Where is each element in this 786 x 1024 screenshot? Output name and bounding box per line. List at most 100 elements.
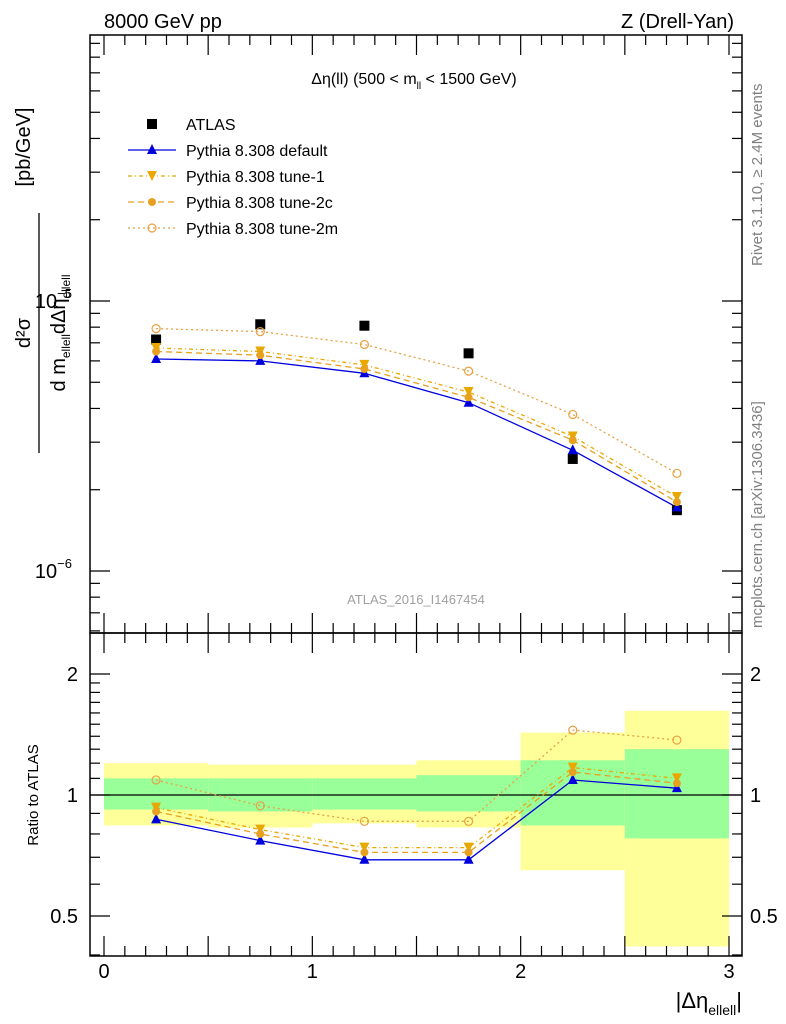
- ylabel-unit: [pb/GeV]: [13, 108, 35, 187]
- series-4-ratio-point: [672, 735, 682, 745]
- series-3-ratio-point: [672, 779, 681, 788]
- ratio-ytick-label: 1: [67, 785, 78, 807]
- band-green: [312, 778, 417, 810]
- legend-marker: [147, 119, 157, 129]
- xlabel: |Δηellell|: [676, 988, 742, 1018]
- series-3-point: [464, 393, 473, 402]
- series-3-point: [152, 347, 161, 356]
- legend-entry: Pythia 8.308 tune-1: [128, 169, 325, 186]
- series-3-point: [672, 498, 681, 507]
- legend-label: Pythia 8.308 tune-2m: [186, 221, 338, 238]
- main-axis-ticks: 10−5 10−6: [35, 35, 742, 633]
- series-3-point: [256, 351, 265, 360]
- series-4-point: [672, 468, 682, 478]
- series-4-point: [359, 339, 370, 350]
- legend-marker: [147, 171, 157, 181]
- series-1-ratio-line: [155, 779, 677, 861]
- series-2-ratio-line: [155, 766, 677, 849]
- atlas-data-point: [255, 319, 266, 330]
- series-4-point: [255, 327, 265, 337]
- atlas-data-point: [359, 320, 370, 331]
- series-4-point: [568, 409, 578, 420]
- main-series: [156, 327, 678, 508]
- legend-marker: [147, 223, 157, 233]
- legend-label: ATLAS: [186, 117, 236, 134]
- series-4-line: [156, 327, 678, 474]
- band-green: [624, 749, 729, 839]
- series-3-ratio-point: [464, 848, 473, 857]
- series-2-ratio-point: [359, 842, 370, 853]
- series-3-line: [156, 350, 678, 503]
- ratio-series: [151, 725, 682, 864]
- main-markers: [151, 319, 682, 516]
- legend: ATLAS Pythia 8.308 default Pythia 8.308 tu…: [128, 117, 338, 238]
- legend-entry: Pythia 8.308 default: [128, 143, 328, 160]
- series-2-point: [359, 359, 370, 370]
- analysis-watermark: ATLAS_2016_I1467454: [347, 592, 485, 607]
- ratio-bands: [104, 710, 729, 947]
- series-4-point: [151, 324, 161, 334]
- ratio-ytick-label-right: 0.5: [750, 906, 778, 928]
- series-1-point: [463, 396, 474, 407]
- xtick-label: 0: [98, 961, 109, 983]
- series-1-ratio-point: [463, 853, 474, 864]
- series-2-ratio-point: [255, 824, 266, 835]
- rivet-label: Rivet 3.1.10, ≥ 2.4M events: [749, 84, 766, 267]
- ytick-label: 10−5: [35, 286, 72, 313]
- series-3-ratio-point: [256, 829, 265, 838]
- legend-marker: [148, 198, 156, 206]
- xtick-label: 3: [723, 961, 734, 983]
- series-2-point: [671, 491, 682, 502]
- series-1-point: [567, 444, 578, 455]
- series-2-line: [156, 347, 678, 498]
- legend-label: Pythia 8.308 tune-1: [186, 169, 325, 186]
- series-2-ratio-point: [671, 773, 682, 784]
- series-3-ratio-point: [568, 768, 577, 777]
- mcplots-label: mcplots.cern.ch [arXiv:1306.3436]: [749, 401, 766, 628]
- ratio-ytick-label: 2: [67, 664, 78, 686]
- legend-label: Pythia 8.308 tune-2c: [186, 195, 333, 212]
- series-3-ratio-point: [360, 848, 369, 857]
- xtick-label: 2: [515, 961, 526, 983]
- series-1-point: [255, 354, 266, 365]
- series-1-point: [151, 352, 162, 363]
- legend-label: Pythia 8.308 default: [186, 143, 328, 160]
- series-3-ratio-point: [152, 807, 161, 816]
- series-4-ratio-point: [151, 775, 161, 785]
- atlas-data-point: [567, 453, 578, 464]
- series-1-ratio-point: [567, 773, 578, 784]
- series-3-point: [568, 436, 577, 445]
- ylabel-denom: d mellelldΔηellell: [48, 275, 73, 392]
- series-3-ratio-line: [155, 771, 677, 854]
- ratio-axis-ticks: 0 1 2 3 0.5 0.5 1 1 2 2: [50, 633, 778, 983]
- legend-marker: [147, 144, 157, 154]
- series-1-point: [671, 501, 682, 512]
- legend-entry: Pythia 8.308 tune-2c: [128, 195, 333, 212]
- xtick-label: 1: [307, 961, 318, 983]
- plot-title: Δη(ll) (500 < mll < 1500 GeV): [311, 71, 516, 92]
- main-ylabel: d²σ d mellelldΔηellell [pb/GeV]: [13, 108, 73, 453]
- header-left: 8000 GeV pp: [104, 11, 222, 33]
- ratio-ylabel: Ratio to ATLAS: [25, 744, 42, 845]
- svg-text:d²σ: d²σ: [13, 317, 35, 348]
- series-2-point: [463, 387, 474, 398]
- series-3-point: [360, 364, 369, 373]
- series-1-line: [156, 358, 678, 508]
- ratio-ytick-label-right: 1: [750, 785, 761, 807]
- series-1-ratio-point: [255, 834, 266, 845]
- legend-entry: ATLAS: [147, 117, 236, 134]
- series-2-ratio-point: [463, 842, 474, 853]
- ytick-label: 10−6: [35, 556, 72, 583]
- series-1-ratio-point: [359, 853, 370, 864]
- header-right: Z (Drell-Yan): [621, 11, 734, 33]
- series-2-ratio-point: [567, 762, 578, 773]
- ratio-ytick-label: 0.5: [50, 906, 78, 928]
- series-4-ratio-point: [463, 816, 474, 826]
- series-4-ratio-point: [255, 801, 265, 811]
- ylabel-numer: d²σ: [13, 317, 35, 348]
- series-4-point: [463, 366, 474, 376]
- ratio-ytick-label-right: 2: [750, 664, 761, 686]
- series-4-ratio-point: [568, 725, 578, 735]
- series-4-ratio-point: [359, 816, 370, 826]
